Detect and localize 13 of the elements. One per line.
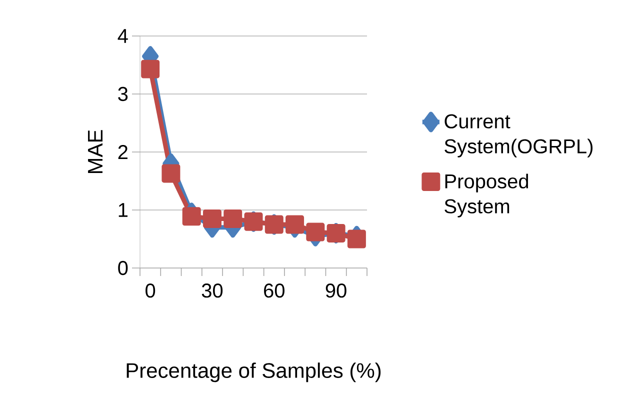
x-axis-title: Precentage of Samples (%): [126, 362, 381, 382]
x-tick-label: 30: [202, 284, 223, 298]
y-tick-label: 4: [118, 29, 128, 43]
y-axis-title: MAE: [88, 130, 102, 174]
x-tick-label: 60: [264, 284, 284, 298]
y-tick-label: 3: [118, 86, 128, 102]
x-tick-label: 0: [146, 284, 156, 298]
y-tick-label: 0: [118, 260, 128, 276]
legend-label: Current System(OGRPL): [444, 114, 593, 158]
legend-label: Proposed System: [444, 174, 528, 218]
y-tick-label: 2: [118, 145, 128, 159]
x-tick-label: 90: [326, 284, 346, 298]
y-tick-label: 1: [118, 203, 128, 217]
